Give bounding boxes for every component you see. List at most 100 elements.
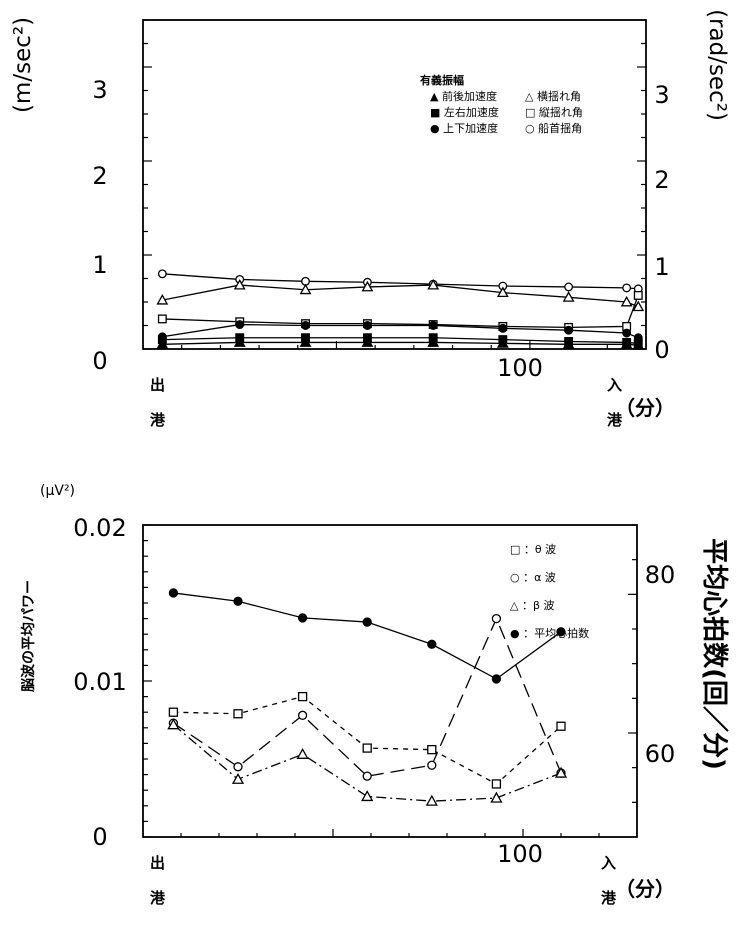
bottom-point-circle-filled: [556, 627, 566, 637]
bottom-series-line-square-open: [173, 695, 562, 785]
top-point-triangle-filled: [233, 336, 246, 347]
bottom-y-left-unit: (μV²): [40, 483, 75, 499]
bottom-x-start-char-1: 出: [150, 854, 165, 872]
bottom-y-right-label: 平均心拍数(回／分): [699, 538, 729, 770]
top-point-circle-open: [157, 269, 167, 279]
top-point-square-open: [157, 314, 167, 324]
top-tick-marks: [143, 19, 646, 350]
top-legend-title: 有義振幅: [420, 73, 464, 87]
top-point-circle-filled: [498, 323, 508, 333]
top-x-start-char-1: 出: [150, 376, 165, 394]
top-point-triangle-open: [361, 280, 374, 292]
top-point-triangle-filled: [562, 338, 575, 349]
bottom-point-circle-open: [362, 771, 372, 781]
top-point-triangle-open: [562, 291, 575, 302]
top-chart: 0 1 2 3 0 1 2 3 (m/sec²) (rad/sec²) 100 …: [10, 9, 730, 429]
top-point-square-open: [633, 290, 643, 300]
top-y-tick-labels: 0 1 2 3 0 1 2 3: [92, 76, 669, 375]
top-legend-item-6: ○ 船首揺角: [525, 121, 582, 135]
top-point-circle-filled: [235, 320, 245, 330]
top-point-triangle-filled: [620, 338, 633, 349]
bottom-point-triangle-open: [296, 747, 309, 759]
bottom-point-triangle-open: [554, 766, 568, 778]
top-y2-tick-label-2: 2: [654, 166, 669, 194]
bottom-y2-tick-label-80: 80: [645, 561, 676, 589]
bottom-chart: (μV²) 脳波の平均パワー 0 0.01 0.02 60 80 平均心拍数(回…: [20, 483, 729, 907]
bottom-point-square-open: [362, 743, 372, 753]
bottom-point-square-open: [556, 721, 566, 731]
top-point-triangle-open: [156, 293, 169, 305]
bottom-point-circle-filled: [362, 617, 372, 627]
top-legend-item-5: ● 上下加速度: [430, 121, 498, 135]
bottom-plot-frame: [142, 524, 638, 838]
bottom-point-circle-filled: [168, 588, 179, 598]
bottom-x-end-char-2: 港: [601, 889, 617, 907]
top-point-circle-open: [622, 283, 632, 293]
top-point-triangle-filled: [156, 338, 169, 349]
top-point-triangle-filled: [361, 336, 374, 347]
bottom-point-triangle-open: [361, 790, 374, 802]
top-legend-item-1: ▲ 前後加速度: [430, 89, 497, 103]
bottom-x-unit: （分）: [615, 877, 675, 901]
bottom-y-tick-label-002: 0.02: [73, 514, 126, 542]
bottom-series-layer: [167, 588, 568, 806]
bottom-x-tick-label-100: 100: [497, 840, 543, 868]
bottom-x-start-char-2: 港: [150, 889, 166, 907]
bottom-tick-marks: [143, 524, 637, 838]
bottom-x-start-label: 出 港: [150, 854, 170, 907]
top-y2-tick-label-1: 1: [654, 253, 669, 281]
top-point-circle-filled: [362, 321, 372, 330]
bottom-y2-tick-label-60: 60: [645, 740, 676, 768]
top-point-circle-filled: [564, 325, 574, 335]
top-legend-item-2: △ 横揺れ角: [525, 89, 581, 103]
top-x-unit: （分）: [615, 396, 675, 420]
top-point-triangle-filled: [632, 339, 645, 350]
bottom-point-circle-open: [297, 710, 308, 720]
bottom-point-triangle-open: [425, 794, 438, 806]
top-point-circle-filled: [622, 328, 632, 338]
top-point-triangle-open: [620, 295, 633, 307]
top-point-triangle-open: [496, 286, 509, 298]
bottom-legend-item-3: △ ：β 波: [510, 599, 554, 612]
bottom-y-left-label: 脳波の平均パワー: [20, 580, 37, 692]
top-point-triangle-open: [632, 300, 645, 312]
top-x-end-char-1: 入: [607, 376, 622, 394]
top-y-tick-label-3: 3: [92, 76, 107, 104]
top-x-start-char-2: 港: [150, 411, 166, 429]
top-series-layer: [156, 269, 645, 350]
top-y2-tick-label-3: 3: [654, 81, 669, 109]
top-point-triangle-open: [233, 278, 246, 290]
top-y-tick-label-1: 1: [92, 251, 107, 279]
bottom-point-triangle-open: [490, 791, 503, 803]
bottom-series-line-circle-filled: [173, 592, 562, 680]
top-y-right-unit: (rad/sec²): [704, 9, 730, 121]
top-legend-item-3: ■ 左右加速度: [430, 105, 499, 119]
bottom-y-tick-label-0: 0: [92, 823, 107, 851]
bottom-x-end-label: 入 港: [601, 854, 621, 907]
bottom-point-square-open: [233, 709, 243, 719]
top-point-circle-filled: [428, 321, 438, 330]
top-point-triangle-open: [427, 278, 440, 290]
bottom-point-triangle-open: [167, 718, 180, 730]
top-point-triangle-filled: [496, 337, 509, 348]
bottom-point-circle-filled: [491, 674, 502, 684]
top-x-tick-label-100: 100: [497, 354, 543, 382]
bottom-point-circle-filled: [427, 639, 437, 649]
top-x-start-label: 出 港: [150, 376, 170, 429]
top-x-end-label: 入 港: [607, 376, 627, 429]
bottom-y-tick-label-001: 0.01: [73, 668, 126, 696]
bottom-point-square-open: [168, 707, 179, 717]
bottom-point-circle-filled: [233, 596, 243, 606]
bottom-point-circle-open: [233, 762, 243, 772]
top-legend: 有義振幅 ▲ 前後加速度 △ 横揺れ角 ■ 左右加速度 □ 縦揺れ角 ● 上下加…: [420, 73, 583, 135]
top-y-tick-label-2: 2: [92, 162, 107, 190]
bottom-legend-item-4: ● ：平均心拍数: [510, 626, 589, 640]
top-point-circle-open: [564, 282, 574, 292]
top-point-circle-filled: [301, 321, 310, 330]
bottom-x-end-char-1: 入: [601, 854, 616, 872]
top-point-triangle-filled: [299, 336, 312, 347]
top-legend-item-4: □ 縦揺れ角: [525, 106, 583, 119]
top-point-triangle-open: [299, 283, 312, 295]
top-y-left-unit: (m/sec²): [10, 17, 36, 113]
